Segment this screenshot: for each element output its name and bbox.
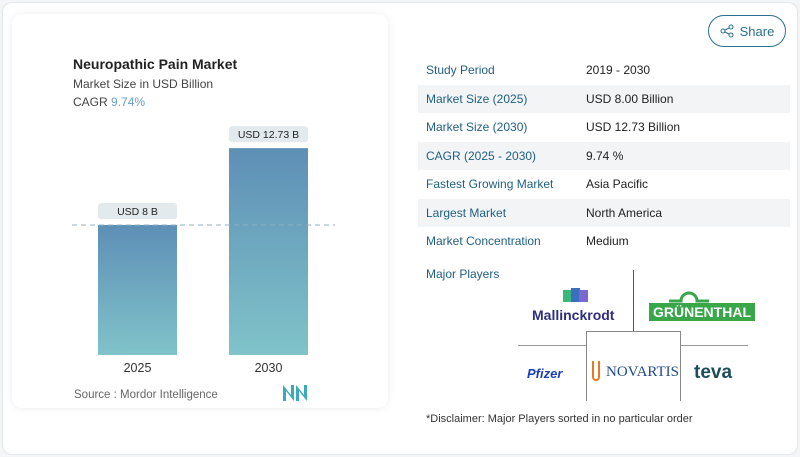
market-summary-table: Study Period 2019 - 2030 Market Size (2025… <box>418 56 790 256</box>
logo-novartis: NOVARTIS <box>606 364 680 380</box>
cagr-label: CAGR <box>73 95 108 109</box>
row-value: Asia Pacific <box>586 177 649 192</box>
logo-grunenthal: GRÜNENTHAL <box>649 303 755 321</box>
disclaimer: *Disclaimer: Major Players sorted in no … <box>426 413 693 425</box>
chart-source: Source : Mordor Intelligence <box>74 389 218 401</box>
data-label-bg <box>229 126 308 143</box>
row-value: Medium <box>586 234 629 249</box>
logo-mallinckrodt: Mallinckrodt <box>532 307 615 323</box>
x-tick-label: 2030 <box>255 361 283 375</box>
row-label: CAGR (2025 - 2030) <box>418 141 578 170</box>
data-label: USD 8 B <box>117 206 158 218</box>
mallinckrodt-cubes-icon <box>563 288 588 302</box>
row-label: Market Concentration <box>426 234 541 249</box>
share-icon <box>720 24 734 38</box>
row-label: Market Size (2030) <box>426 120 528 135</box>
table-row: Market Concentration Medium <box>418 227 790 256</box>
row-value: USD 12.73 Billion <box>586 120 681 135</box>
share-button[interactable]: Share <box>708 15 786 47</box>
table-row: Study Period 2019 - 2030 <box>418 56 790 85</box>
table-row: CAGR (2025 - 2030) 9.74 % <box>418 141 790 170</box>
x-tick-label: 2025 <box>124 361 152 375</box>
share-label: Share <box>739 23 775 39</box>
chart-subtitle: Market Size in USD Billion <box>73 77 214 91</box>
bar-2025 <box>98 225 177 355</box>
table-row: Fastest Growing Market Asia Pacific <box>418 170 790 199</box>
row-value: 2019 - 2030 <box>586 63 651 78</box>
row-label: Study Period <box>426 63 495 78</box>
row-label: Fastest Growing Market <box>426 177 554 192</box>
data-label: USD 12.73 B <box>238 129 299 141</box>
mordor-logo-icon <box>283 385 307 401</box>
novartis-flame-icon <box>592 361 600 381</box>
row-label: Largest Market <box>418 198 578 227</box>
chart-card <box>12 14 388 408</box>
row-value: USD 8.00 Billion <box>578 84 790 113</box>
row-label: Market Size (2025) <box>418 84 578 113</box>
cagr-value: 9.74% <box>111 95 146 109</box>
data-label-bg <box>98 203 177 219</box>
grunenthal-arch-icon <box>669 291 709 303</box>
chart-cagr: CAGR 9.74% <box>73 95 145 109</box>
chart-title: Neuropathic Pain Market <box>73 56 238 72</box>
logo-teva: teva <box>694 362 733 383</box>
logo-pfizer: Pfizer <box>527 366 563 381</box>
table-row: Market Size (2030) USD 12.73 Billion <box>418 113 790 142</box>
bar-2030 <box>229 148 308 355</box>
major-players-label: Major Players <box>426 267 500 281</box>
row-value: 9.74 % <box>578 141 790 170</box>
table-row: Market Size (2025) USD 8.00 Billion <box>418 84 790 113</box>
bar-chart: USD 8 B 2025 USD 12.73 B 2030 <box>72 126 335 375</box>
row-value: North America <box>578 198 790 227</box>
novartis-box <box>586 331 681 401</box>
table-row: Largest Market North America <box>418 198 790 227</box>
